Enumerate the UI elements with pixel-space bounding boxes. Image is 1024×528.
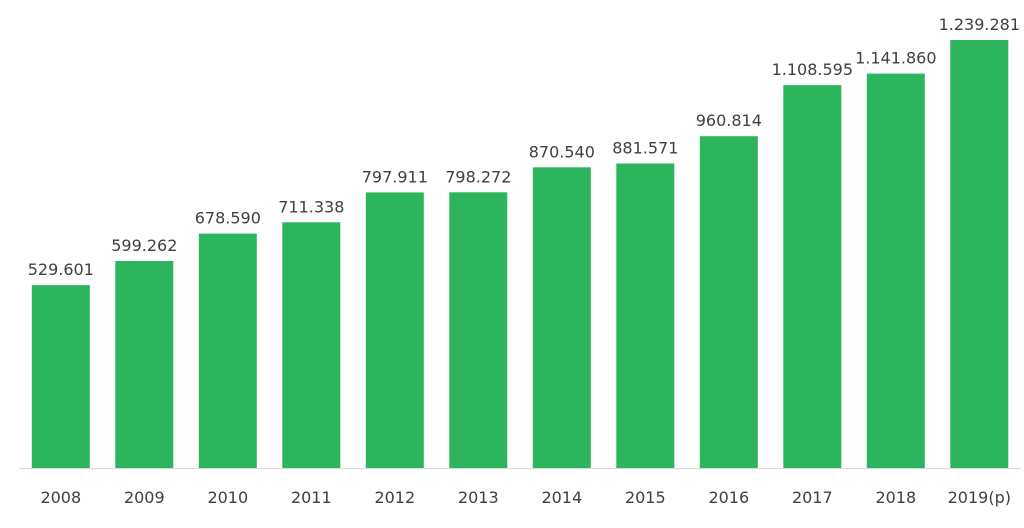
x-tick-label-2018: 2018 <box>875 488 916 507</box>
x-tick-label-2014: 2014 <box>541 488 582 507</box>
value-label-2018: 1.141.860 <box>855 49 936 68</box>
value-label-2015: 881.571 <box>612 139 678 158</box>
bar-2012 <box>365 192 424 468</box>
value-label-2010: 678.590 <box>195 209 261 228</box>
value-label-2016: 960.814 <box>696 111 762 130</box>
value-label-2011: 711.338 <box>278 197 344 216</box>
x-tick-label-2012: 2012 <box>374 488 415 507</box>
value-label-2014: 870.540 <box>529 142 595 161</box>
value-label-2013: 798.272 <box>445 167 511 186</box>
x-tick-label-2015: 2015 <box>625 488 666 507</box>
x-tick-label-2019(p): 2019(p) <box>948 488 1011 507</box>
bar-2018 <box>866 73 925 468</box>
value-label-2008: 529.601 <box>28 260 94 279</box>
x-tick-label-2009: 2009 <box>124 488 165 507</box>
value-label-2012: 797.911 <box>362 167 428 186</box>
value-label-2019(p): 1.239.281 <box>939 15 1020 34</box>
bar-2015 <box>616 163 675 468</box>
x-tick-labels-layer: 2008 2009 2010 2011 2012 2013 2014 2015 2016 2017… <box>40 488 1011 507</box>
bar-2010 <box>198 233 257 468</box>
bar-2008 <box>31 285 90 468</box>
bar-2014 <box>532 167 591 469</box>
value-label-2009: 599.262 <box>111 236 177 255</box>
x-tick-label-2016: 2016 <box>708 488 749 507</box>
x-tick-label-2017: 2017 <box>792 488 833 507</box>
bar-2009 <box>115 261 174 468</box>
bar-2017 <box>783 85 842 468</box>
bars-layer <box>31 40 1009 469</box>
value-labels-layer: 529.601 599.262 678.590 711.338 797.911 798.2… <box>28 15 1020 279</box>
bar-2016 <box>699 136 758 468</box>
bar-2011 <box>282 222 341 468</box>
value-label-2017: 1.108.595 <box>772 60 853 79</box>
x-tick-label-2010: 2010 <box>207 488 248 507</box>
bar-2013 <box>449 192 508 469</box>
bar-2019(p) <box>950 40 1009 468</box>
x-tick-label-2013: 2013 <box>458 488 499 507</box>
x-tick-label-2011: 2011 <box>291 488 332 507</box>
x-tick-label-2008: 2008 <box>40 488 81 507</box>
